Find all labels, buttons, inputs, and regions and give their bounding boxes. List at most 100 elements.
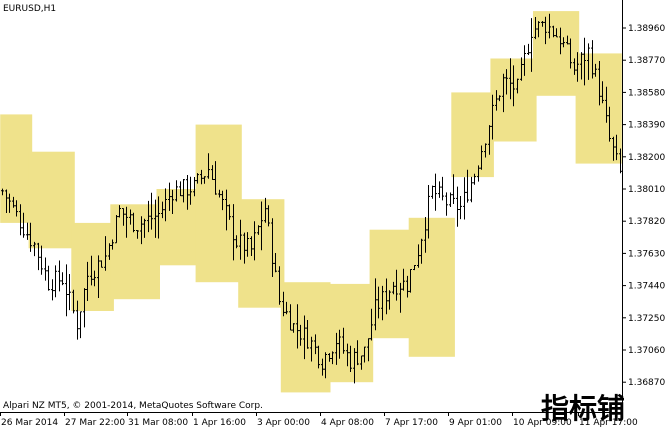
price-bar	[147, 200, 150, 233]
price-bar	[200, 169, 203, 185]
price-bar	[203, 176, 206, 184]
price-bar	[456, 186, 459, 227]
price-bar	[179, 181, 182, 197]
price-bar	[33, 241, 36, 257]
range-box	[408, 217, 455, 357]
price-bar	[601, 81, 604, 104]
price-bar	[576, 52, 579, 82]
price-bar	[140, 216, 143, 245]
price-bar	[445, 192, 448, 216]
price-bar	[573, 58, 576, 75]
price-bar	[225, 189, 228, 231]
price-bar	[402, 268, 405, 291]
price-bar	[324, 352, 327, 379]
price-bar	[527, 43, 530, 55]
price-bar	[1, 188, 4, 196]
price-bar	[342, 327, 345, 354]
price-bar	[552, 25, 555, 38]
range-box	[575, 53, 622, 164]
price-bar	[441, 176, 444, 201]
price-bar	[491, 94, 494, 140]
price-bar	[278, 266, 281, 305]
price-bar	[115, 215, 118, 244]
time-tick-label: 26 Mar 2014	[1, 418, 58, 428]
time-tick-label: 10 Apr 09:00	[513, 418, 572, 428]
price-bar	[250, 236, 253, 256]
price-bar	[186, 175, 189, 210]
price-bar	[587, 43, 590, 80]
price-bar	[228, 204, 231, 220]
price-bar	[118, 205, 121, 218]
price-bar	[196, 173, 199, 184]
price-bar	[132, 212, 135, 233]
price-bar	[495, 90, 498, 111]
price-bar	[498, 95, 501, 102]
price-tick-label: 1.38770	[628, 56, 665, 66]
time-tick-label: 11 Apr 17:00	[579, 418, 638, 428]
price-bar	[317, 345, 320, 369]
price-bar	[395, 269, 398, 301]
price-tick-label: 1.38580	[628, 88, 665, 98]
price-bar	[591, 40, 594, 79]
price-bar	[257, 225, 260, 235]
price-bar	[175, 180, 178, 202]
price-bar	[171, 189, 174, 214]
price-tick-label: 1.36870	[628, 378, 665, 388]
price-bar	[459, 196, 462, 220]
price-bar	[93, 270, 96, 287]
price-bar	[409, 269, 412, 293]
price-bar	[243, 232, 246, 264]
price-tick-label: 1.37630	[628, 249, 665, 259]
price-bar	[608, 106, 611, 142]
price-tick-label: 1.37440	[628, 282, 665, 292]
price-bar	[360, 355, 363, 370]
price-bar	[480, 145, 483, 170]
time-axis-labels: 26 Mar 2014 27 Mar 22:00 31 Mar 08:00 1 Apr…	[0, 412, 638, 428]
price-bar	[282, 291, 285, 317]
price-bar	[605, 86, 608, 123]
price-bar	[580, 52, 583, 80]
price-bar	[37, 242, 40, 271]
price-tick-label: 1.37820	[628, 217, 665, 227]
price-bar	[594, 63, 597, 77]
price-bar	[299, 324, 302, 346]
price-bar	[470, 176, 473, 203]
price-bar	[463, 177, 466, 220]
price-bar	[100, 260, 103, 268]
price-bar	[417, 244, 420, 268]
price-tick-label: 1.38960	[628, 24, 665, 34]
price-bar	[12, 196, 15, 208]
price-bar	[65, 264, 68, 317]
price-bar	[310, 336, 313, 362]
price-bar	[26, 222, 29, 240]
price-tick-label: 1.38200	[628, 153, 665, 163]
price-bar	[72, 289, 75, 314]
price-bar	[505, 69, 508, 95]
price-bar	[367, 338, 370, 362]
range-boxes	[0, 11, 622, 393]
price-bar	[239, 219, 242, 260]
price-axis-labels: 1.38960 1.38770 1.38580 1.38390 1.38200 1.380…	[622, 24, 665, 388]
price-bar	[207, 153, 210, 179]
price-bar	[47, 265, 50, 291]
price-bar	[54, 265, 57, 298]
price-bar	[44, 257, 47, 281]
price-tick-label: 1.37250	[628, 314, 665, 324]
price-bar	[136, 230, 139, 239]
copyright-text: Alpari NZ MT5, © 2001-2014, MetaQuotes S…	[3, 401, 263, 411]
price-bar	[90, 255, 93, 286]
price-bar	[303, 315, 306, 360]
price-bar	[253, 221, 256, 261]
price-bar	[473, 173, 476, 185]
price-bar	[520, 57, 523, 81]
price-bar	[477, 165, 480, 182]
price-bar	[516, 78, 519, 94]
price-bar	[523, 45, 526, 76]
price-bar	[108, 243, 111, 260]
range-box	[71, 222, 114, 311]
price-bar	[583, 37, 586, 86]
price-tick-label: 1.37060	[628, 346, 665, 356]
range-box	[280, 282, 331, 393]
